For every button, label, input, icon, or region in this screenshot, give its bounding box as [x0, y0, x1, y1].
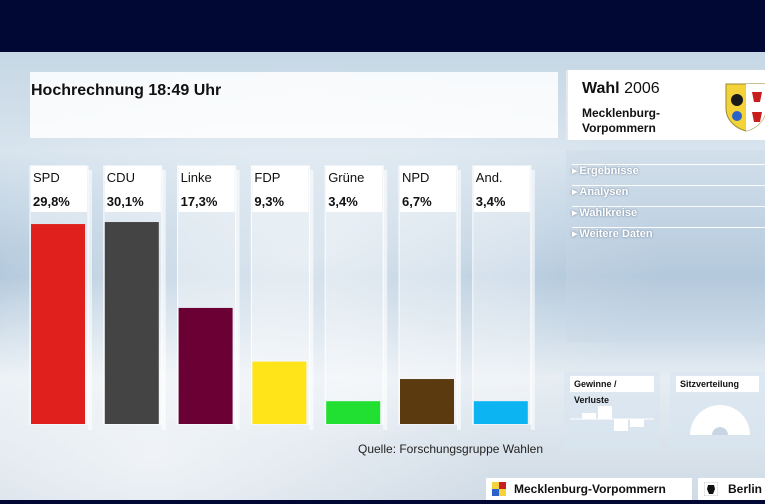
data-label: 3,4% — [476, 194, 506, 209]
data-label: 9,3% — [254, 194, 284, 209]
bar — [400, 379, 454, 424]
headline-panel — [30, 72, 558, 138]
tab-berlin[interactable]: Berlin — [698, 478, 765, 500]
bar-label-box — [104, 166, 161, 212]
gains-losses-icon — [570, 406, 654, 431]
arrow-right-icon: ▶ — [572, 210, 578, 217]
bar-column-side — [457, 170, 461, 430]
bar — [31, 224, 85, 424]
source-note: Quelle: Forschungsgruppe Wahlen — [358, 442, 543, 456]
bar — [473, 401, 528, 424]
tab-mecklenburg-vorpommern[interactable]: Mecklenburg-Vorpommern — [486, 478, 692, 500]
coat-of-arms-icon — [492, 482, 506, 496]
brand-title: Wahl 2006 — [582, 80, 660, 98]
top-header-bar — [0, 0, 765, 52]
tab-label: Berlin — [728, 482, 763, 496]
menu-item-ergebnisse[interactable]: ▶ Ergebnisse — [572, 164, 765, 184]
data-label: 6,7% — [402, 194, 432, 209]
bar-label-box — [178, 166, 235, 212]
menu-item-label: Analysen — [579, 186, 629, 198]
bar-column-side — [383, 170, 388, 430]
coat-of-arms-icon — [725, 83, 765, 132]
brand-word: Wahl — [582, 80, 620, 97]
seat-distribution-label: Sitzverteilung — [676, 376, 759, 392]
bar-column-side — [530, 170, 535, 430]
arrow-right-icon: ▶ — [572, 189, 578, 196]
bar-label-box — [252, 166, 309, 212]
berlin-bear-icon — [704, 482, 718, 496]
bar — [104, 222, 159, 424]
menu-item-label: Wahlkreise — [579, 207, 638, 219]
data-label: 3,4% — [328, 194, 358, 209]
menu-item-label: Ergebnisse — [579, 165, 639, 177]
category-label: SPD — [33, 170, 60, 185]
bar-column-side — [309, 170, 314, 430]
footer-bar — [0, 500, 765, 504]
parliament-hemicycle-icon — [690, 405, 750, 435]
category-label: Grüne — [328, 170, 364, 185]
menu-panel — [566, 150, 765, 342]
bar — [252, 361, 307, 424]
tab-label: Mecklenburg-Vorpommern — [514, 482, 666, 496]
menu-item-analysen[interactable]: ▶ Analysen — [572, 185, 765, 205]
gains-losses-panel[interactable]: Gewinne / Verluste — [564, 372, 660, 450]
category-label: Linke — [181, 170, 212, 185]
category-label: CDU — [107, 170, 135, 185]
menu-item-label: Weitere Daten — [579, 228, 653, 240]
data-label: 30,1% — [107, 194, 144, 209]
category-label: And. — [476, 170, 503, 185]
data-label: 29,8% — [33, 194, 70, 209]
bar — [326, 401, 381, 424]
seat-distribution-panel[interactable]: Sitzverteilung — [670, 372, 765, 450]
category-label: FDP — [254, 170, 280, 185]
data-label: 17,3% — [181, 194, 218, 209]
menu-item-weitere-daten[interactable]: ▶ Weitere Daten — [572, 227, 765, 247]
bar-column-side — [161, 170, 166, 430]
bar-label-box — [400, 166, 456, 212]
bar — [178, 307, 233, 424]
menu-item-wahlkreise[interactable]: ▶ Wahlkreise — [572, 206, 765, 226]
election-brand-panel: Wahl 2006 Mecklenburg- Vorpommern — [566, 70, 765, 140]
bar-chart: SPD 29,8% CDU 30,1% Linke 17,3% FDP 9,3% Grüne 3,… — [29, 165, 535, 430]
bar-label-box — [31, 166, 87, 212]
bar-label-box — [473, 166, 530, 212]
bar-column-side — [235, 170, 240, 430]
category-label: NPD — [402, 170, 429, 185]
arrow-right-icon: ▶ — [572, 231, 578, 238]
bar-column-side — [88, 170, 92, 430]
brand-year: 2006 — [624, 80, 660, 97]
bar-label-box — [326, 166, 383, 212]
brand-region: Mecklenburg- Vorpommern — [582, 106, 661, 135]
chart-title: Hochrechnung 18:49 Uhr — [31, 82, 222, 99]
arrow-right-icon: ▶ — [572, 168, 578, 175]
gains-losses-label: Gewinne / Verluste — [570, 376, 654, 405]
